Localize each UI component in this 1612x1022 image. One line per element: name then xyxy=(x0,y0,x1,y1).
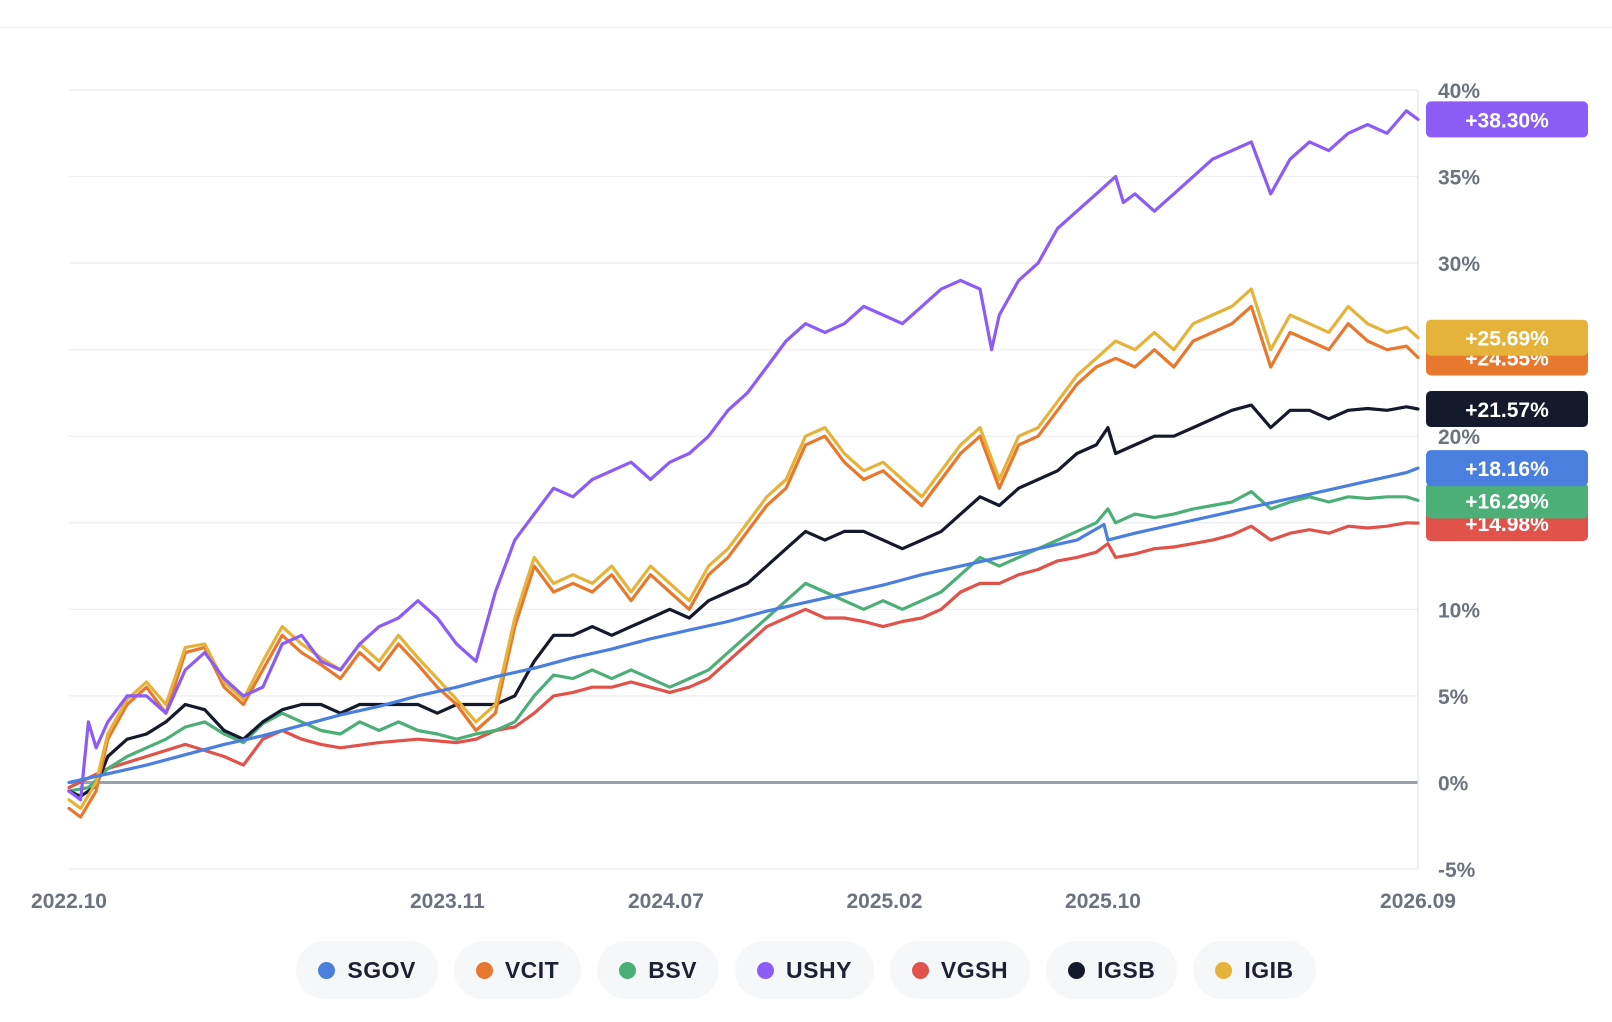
series-line-igib xyxy=(67,287,1420,810)
badge-label: +25.69% xyxy=(1465,328,1549,351)
legend-dot xyxy=(619,961,637,979)
y-tick-label: 5% xyxy=(1438,686,1469,709)
top-divider xyxy=(0,27,1612,28)
legend-dot xyxy=(1068,961,1086,979)
legend-label: USHY xyxy=(786,956,852,983)
y-tick-label: -5% xyxy=(1438,859,1476,882)
series-lines xyxy=(67,109,1420,819)
y-tick-label: 40% xyxy=(1438,80,1480,103)
legend-label: VCIT xyxy=(504,956,560,983)
legend-item-bsv[interactable]: BSV xyxy=(597,941,720,999)
x-tick-label: 2026.09 xyxy=(1380,890,1456,913)
badge-label: +16.29% xyxy=(1465,490,1549,513)
badge-igib: +25.69% xyxy=(1426,319,1588,356)
legend-dot xyxy=(911,961,929,979)
legend-dot xyxy=(475,961,493,979)
x-tick-label: 2023.11 xyxy=(410,890,485,913)
grid-lines xyxy=(69,89,1419,870)
legend-item-igib[interactable]: IGIB xyxy=(1193,941,1316,999)
series-line-ushy xyxy=(67,109,1420,802)
badge-bg xyxy=(1426,101,1588,138)
series-line-bsv xyxy=(67,490,1420,793)
badge-bg xyxy=(1426,450,1588,487)
x-axis-ticks: 2022.10 2023.11 2024.07 2025.02 2025.10 2026.… xyxy=(31,890,1456,913)
badge-bg xyxy=(1426,319,1588,356)
y-tick-label: 10% xyxy=(1438,599,1480,622)
badge-bg xyxy=(1426,482,1588,519)
badge-sgov: +18.16% xyxy=(1426,450,1588,487)
legend-item-igsb[interactable]: IGSB xyxy=(1046,941,1178,999)
legend-item-vgsh[interactable]: VGSH xyxy=(889,941,1031,999)
x-tick-label: 2022.10 xyxy=(31,890,107,913)
x-tick-label: 2025.10 xyxy=(1065,890,1141,913)
legend-label: BSV xyxy=(648,956,698,983)
performance-line-chart: 40%35%30%25%20%15%10%5%0%-5% 2022.102023… xyxy=(31,80,1588,913)
series-line-vgsh xyxy=(67,521,1420,790)
badge-label: +18.16% xyxy=(1465,458,1549,481)
legend-label: SGOV xyxy=(347,956,416,983)
badge-label: +21.57% xyxy=(1465,399,1549,422)
legend-label: IGIB xyxy=(1244,956,1294,983)
chart-legend: SGOV VCIT BSV USHY VGSH IGSB IGIB xyxy=(0,940,1612,1000)
legend-item-ushy[interactable]: USHY xyxy=(735,941,874,999)
series-line-vcit xyxy=(67,304,1420,819)
legend-label: IGSB xyxy=(1097,956,1156,983)
badge-ushy: +38.30% xyxy=(1426,101,1588,138)
legend-label: VGSH xyxy=(940,956,1009,983)
badge-label: +38.30% xyxy=(1465,109,1549,132)
legend-dot xyxy=(1215,961,1233,979)
legend-item-sgov[interactable]: SGOV xyxy=(296,941,438,999)
legend-dot xyxy=(757,961,775,979)
y-tick-label: 20% xyxy=(1438,426,1480,449)
y-tick-label: 35% xyxy=(1438,167,1480,190)
legend-item-vcit[interactable]: VCIT xyxy=(453,941,582,999)
y-tick-label: 30% xyxy=(1438,253,1480,276)
x-tick-label: 2025.02 xyxy=(847,890,923,913)
y-tick-label: 0% xyxy=(1438,772,1469,795)
end-value-badges: +14.98%+16.29%+18.16%+21.57%+24.55%+25.6… xyxy=(1426,101,1588,542)
badge-bsv: +16.29% xyxy=(1426,482,1588,519)
badge-bg xyxy=(1426,391,1588,428)
series-line-igsb xyxy=(67,403,1420,798)
x-tick-label: 2024.07 xyxy=(628,890,704,913)
badge-igsb: +21.57% xyxy=(1426,391,1588,428)
legend-dot xyxy=(318,961,336,979)
series-line-sgov xyxy=(67,466,1420,784)
badge-label: +14.98% xyxy=(1465,513,1549,536)
